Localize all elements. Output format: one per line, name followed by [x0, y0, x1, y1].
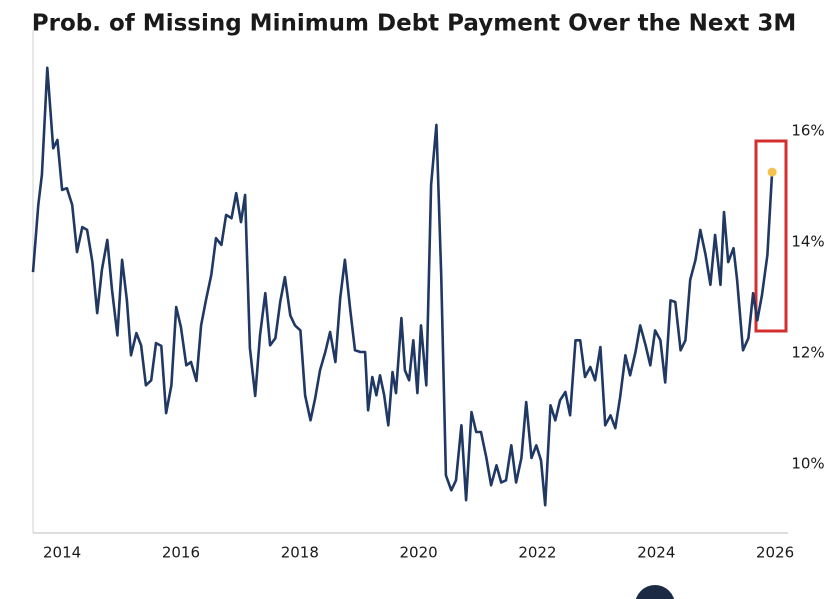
chart-title: Prob. of Missing Minimum Debt Payment Ov…	[32, 11, 796, 37]
y-tick-label: 10%	[791, 455, 824, 473]
x-tick-label: 2026	[756, 544, 794, 562]
latest-point	[767, 167, 777, 177]
x-tick-label: 2016	[162, 544, 200, 562]
x-tick-label: 2014	[43, 544, 81, 562]
highlight-box	[754, 139, 788, 333]
data-line	[31, 66, 774, 507]
x-tick-label: 2018	[281, 544, 319, 562]
y-tick-label: 14%	[791, 233, 824, 251]
x-tick-label: 2024	[637, 544, 675, 562]
y-tick-label: 12%	[791, 344, 824, 362]
logo-fragment	[635, 585, 675, 599]
y-tick-label: 16%	[791, 122, 824, 140]
x-tick-label: 2020	[400, 544, 438, 562]
x-tick-label: 2022	[518, 544, 556, 562]
